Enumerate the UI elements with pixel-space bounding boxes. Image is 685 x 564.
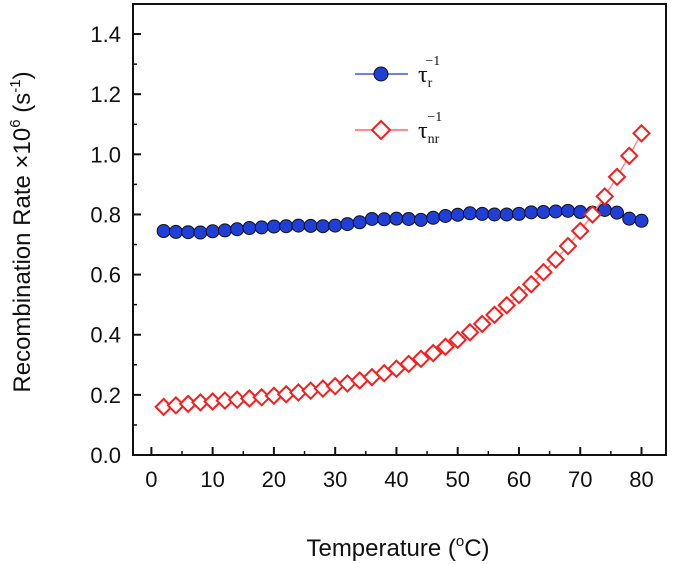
data-point-radiative-23 — [438, 208, 453, 223]
x-axis-title: Temperature (oC) — [306, 533, 489, 562]
data-point-radiative-6 — [230, 222, 245, 237]
y-tick-label-7: 1.4 — [90, 22, 121, 47]
data-point-nonradiative-29 — [509, 285, 529, 305]
data-point-nonradiative-23 — [436, 337, 455, 357]
data-point-radiative-31 — [536, 205, 551, 220]
data-point-nonradiative-39 — [632, 123, 651, 143]
y-tick-label-6: 1.2 — [90, 82, 121, 107]
data-point-radiative-17 — [364, 211, 379, 226]
data-point-radiative-8 — [254, 220, 269, 235]
data-point-nonradiative-38 — [619, 146, 639, 166]
data-point-radiative-29 — [511, 206, 526, 221]
series-1 — [154, 123, 651, 417]
data-point-nonradiative-24 — [448, 330, 468, 350]
data-point-nonradiative-25 — [460, 322, 480, 342]
y-tick-label-0: 0.0 — [90, 443, 121, 468]
legend-entry-nonradiative: τnr−1 — [355, 110, 442, 147]
y-tick-label-3: 0.6 — [90, 263, 121, 288]
data-point-nonradiative-26 — [472, 314, 492, 334]
data-point-radiative-37 — [609, 205, 624, 220]
legend-entry-radiative: τr−1 — [355, 54, 440, 91]
data-point-radiative-10 — [279, 219, 294, 234]
data-point-nonradiative-33 — [558, 236, 578, 256]
x-axis-ticks: 0 10 20 30 40 50 60 70 80 — [145, 447, 654, 492]
legend-label-radiative: τr−1 — [418, 54, 440, 91]
data-point-radiative-5 — [217, 223, 232, 238]
data-point-radiative-15 — [340, 217, 355, 232]
data-point-radiative-33 — [560, 203, 575, 218]
legend: τr−1 τnr−1 — [355, 54, 442, 147]
legend-label-nonradiative: τnr−1 — [418, 110, 442, 147]
data-point-nonradiative-22 — [423, 343, 443, 363]
data-point-radiative-9 — [266, 219, 281, 234]
data-point-nonradiative-28 — [497, 295, 517, 315]
y-axis-title: Recombination Rate ×106 (s-1) — [7, 71, 36, 392]
x-tick-label-1: 10 — [200, 467, 224, 492]
x-tick-label-0: 0 — [145, 467, 157, 492]
plot-frame — [132, 3, 667, 456]
data-point-nonradiative-32 — [546, 250, 566, 269]
data-point-nonradiative-31 — [534, 262, 553, 282]
data-point-radiative-39 — [634, 213, 649, 228]
data-point-radiative-20 — [401, 211, 416, 226]
data-point-nonradiative-36 — [595, 187, 615, 206]
y-tick-label-2: 0.4 — [90, 323, 121, 348]
data-point-radiative-12 — [303, 218, 318, 233]
data-point-radiative-0 — [156, 224, 171, 239]
data-point-radiative-1 — [168, 224, 183, 239]
data-point-radiative-4 — [205, 224, 220, 239]
data-point-radiative-38 — [622, 211, 637, 226]
legend-marker-nonradiative — [370, 119, 392, 141]
x-tick-label-8: 80 — [629, 467, 653, 492]
data-point-radiative-18 — [377, 212, 392, 227]
x-tick-label-4: 40 — [384, 467, 408, 492]
data-point-radiative-24 — [450, 207, 465, 222]
data-point-radiative-27 — [487, 207, 502, 222]
data-point-radiative-13 — [315, 219, 330, 234]
series-0 — [156, 202, 649, 240]
legend-marker-radiative — [373, 66, 389, 82]
x-tick-label-3: 30 — [323, 467, 347, 492]
data-point-radiative-28 — [499, 207, 514, 222]
y-tick-label-5: 1.0 — [90, 142, 121, 167]
data-point-radiative-34 — [573, 205, 588, 220]
x-tick-label-5: 50 — [445, 467, 469, 492]
data-point-radiative-21 — [413, 212, 428, 227]
data-point-radiative-2 — [181, 225, 196, 240]
data-point-nonradiative-34 — [570, 221, 590, 241]
data-point-radiative-25 — [462, 206, 477, 221]
x-tick-label-6: 60 — [507, 467, 531, 492]
x-axis-title-sup: o — [456, 533, 464, 550]
x-tick-label-2: 20 — [262, 467, 286, 492]
data-point-radiative-7 — [242, 220, 257, 235]
data-point-radiative-14 — [328, 218, 343, 233]
data-point-nonradiative-30 — [521, 274, 541, 294]
data-point-radiative-19 — [389, 211, 404, 226]
y-axis-ticks: 0.0 0.2 0.4 0.6 0.8 1.0 1.2 1.4 — [90, 22, 141, 468]
data-point-radiative-22 — [426, 210, 441, 225]
data-point-radiative-3 — [193, 225, 208, 240]
data-point-radiative-30 — [524, 205, 539, 220]
data-point-radiative-16 — [352, 215, 367, 230]
data-point-radiative-32 — [548, 204, 563, 219]
data-point-nonradiative-21 — [411, 349, 431, 369]
y-tick-label-1: 0.2 — [90, 383, 121, 408]
data-point-radiative-26 — [475, 206, 490, 221]
data-point-nonradiative-27 — [485, 305, 504, 325]
data-point-radiative-11 — [291, 218, 306, 233]
x-tick-label-7: 70 — [568, 467, 592, 492]
data-point-nonradiative-35 — [583, 205, 602, 224]
y-tick-label-4: 0.8 — [90, 202, 121, 227]
data-point-nonradiative-37 — [607, 167, 627, 187]
series-layer — [154, 123, 651, 417]
